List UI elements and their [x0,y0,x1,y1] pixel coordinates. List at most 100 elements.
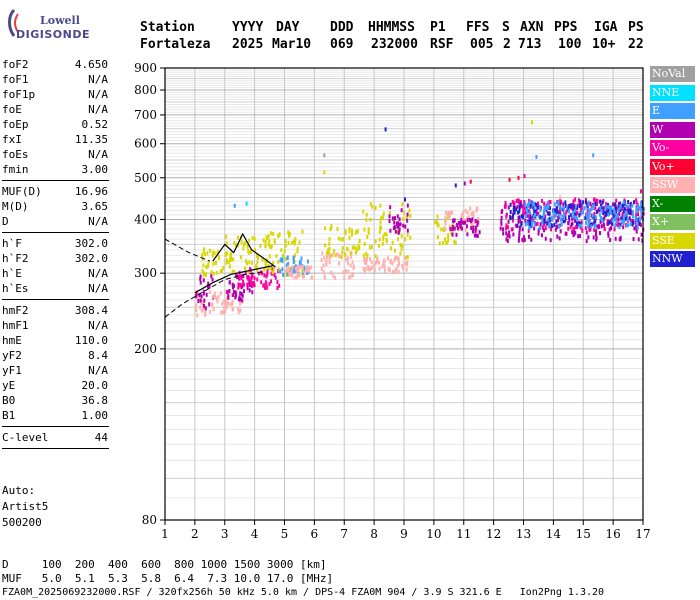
data-point [474,219,477,224]
data-point [553,208,556,213]
data-point [582,200,585,205]
data-point [392,226,395,231]
data-point [365,258,368,263]
data-point [635,200,638,205]
data-point [264,243,267,248]
data-point [298,260,301,265]
data-point [584,198,587,203]
data-point [370,245,373,250]
data-point [570,205,573,210]
data-point [569,213,572,218]
data-point [234,295,237,300]
data-point [564,231,567,236]
data-point [475,228,478,233]
data-point [512,205,515,210]
data-point [366,234,369,239]
data-point [251,273,254,278]
data-point [401,266,404,271]
data-point [323,256,326,261]
scaled-trace-ordinary [194,265,273,294]
data-point [612,207,615,212]
data-point [249,279,252,284]
data-point [604,207,607,212]
data-point [540,233,543,238]
data-point [374,206,377,211]
data-point [548,211,551,216]
data-point [362,253,365,258]
data-point [557,209,560,214]
data-point [537,214,540,219]
data-point [301,229,304,234]
data-point [470,219,473,224]
data-point [579,234,582,239]
data-point [369,202,372,207]
y-tick-label: 700 [134,108,157,122]
parameter-separator [2,180,109,181]
data-point [217,256,220,261]
data-point [208,290,211,295]
data-point [236,243,239,248]
data-point [358,246,361,251]
data-point [217,294,220,299]
data-point [462,216,465,221]
data-point [408,208,411,213]
footer-file-info: FZA0M_2025069232000.RSF / 320fx256h 50 k… [2,587,605,598]
data-point [615,219,618,224]
data-point [373,263,376,268]
data-point [602,210,605,215]
electron-density-profile-dashed [164,271,264,318]
data-point [227,295,230,300]
data-point [393,257,396,262]
data-point [204,273,207,278]
header-value: 713 [518,37,542,52]
data-point [549,205,552,210]
y-tick-label: 500 [134,171,157,185]
data-point [199,274,202,279]
data-point [210,274,213,279]
data-point [443,226,446,231]
data-point [391,261,394,266]
x-tick-label: 15 [576,527,591,541]
data-point [502,227,505,232]
data-point [203,298,206,303]
data-point [601,200,604,205]
data-point [404,237,407,242]
data-point [550,215,553,220]
data-point [301,264,304,269]
data-point [271,270,274,275]
data-point [574,208,577,213]
parameter-value: N/A [88,215,108,228]
data-point [268,281,271,286]
data-point [311,275,314,280]
data-point [580,225,583,230]
data-point [406,218,409,223]
data-point [231,269,234,274]
parameter-value: 11.35 [74,133,108,146]
data-point [548,216,551,221]
data-point [584,226,587,231]
data-point [285,272,288,277]
data-point [294,264,297,269]
parameter-value: N/A [88,267,108,280]
data-point [253,276,256,281]
legend-entry: X- [650,195,695,212]
data-point [270,244,273,249]
data-point [264,280,267,285]
data-point [444,237,447,242]
data-point [506,225,509,230]
data-point [544,214,547,219]
data-point [299,264,302,269]
lowell-digisonde-logo: Lowell DIGISONDE [4,4,89,44]
data-point [235,293,238,298]
data-point [544,205,547,210]
data-point [528,225,531,230]
data-point [348,229,351,234]
data-point [210,302,213,307]
parameter-name: h`Es [2,282,29,295]
data-point [278,267,281,272]
data-point [265,282,268,287]
data-point [296,246,299,251]
data-point [225,258,228,263]
data-point [379,225,382,230]
data-point [253,236,256,241]
